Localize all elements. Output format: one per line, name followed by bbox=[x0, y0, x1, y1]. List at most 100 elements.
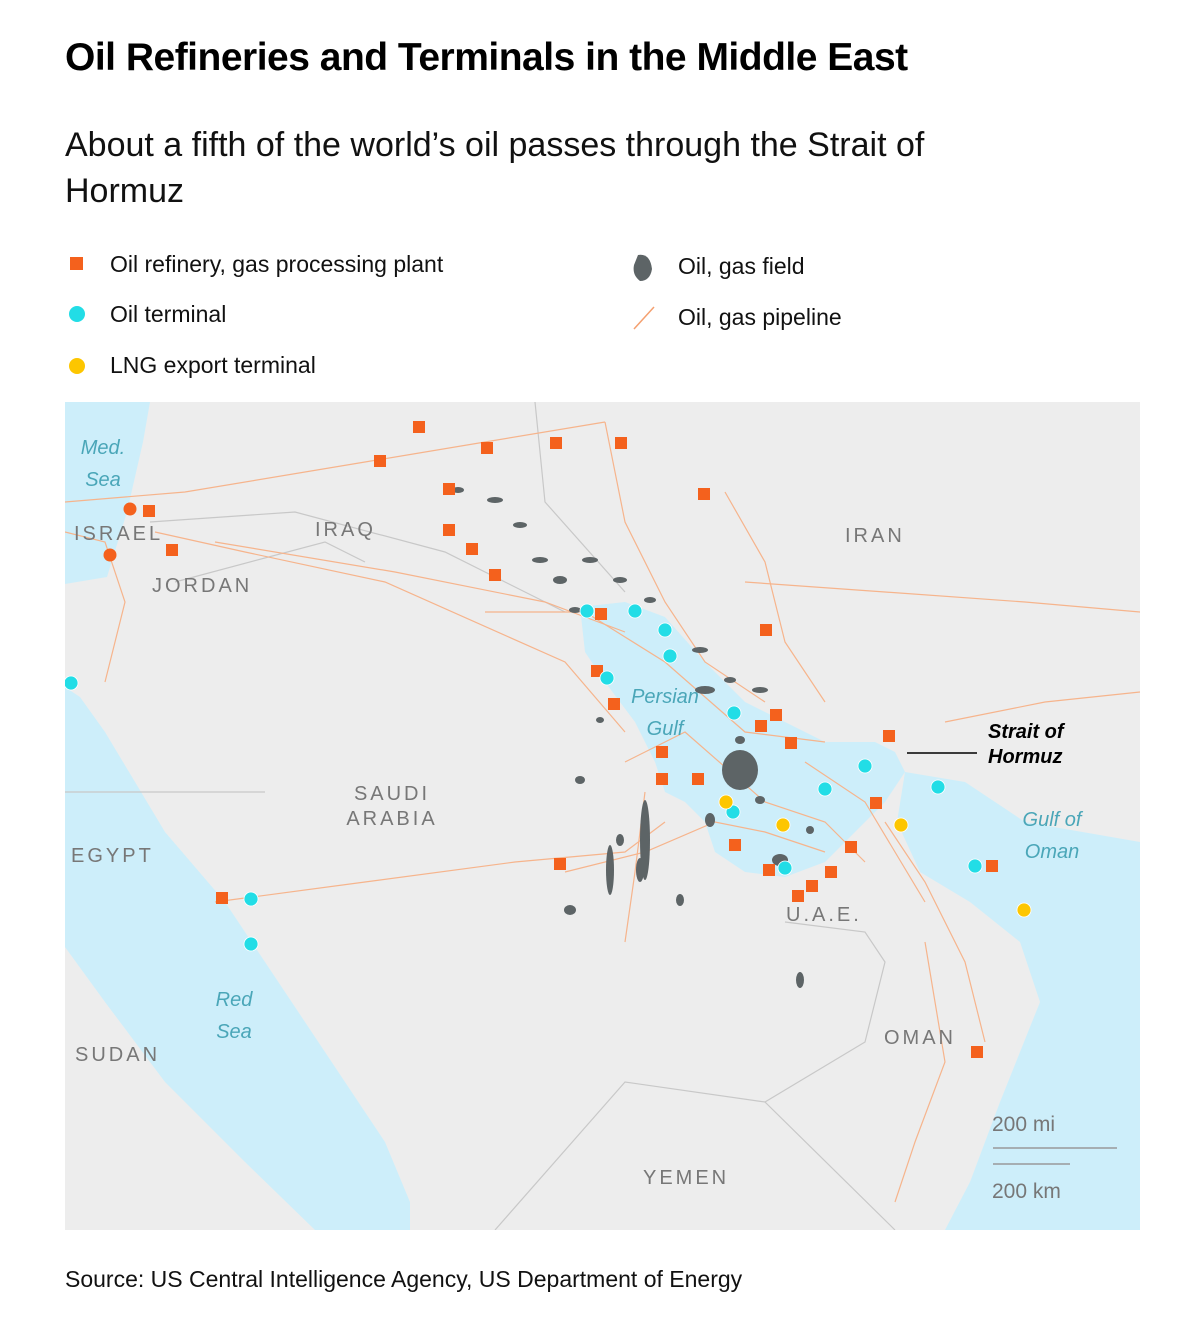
country-label: JORDAN bbox=[152, 575, 253, 597]
red-sea bbox=[65, 687, 410, 1230]
refinery bbox=[792, 890, 804, 902]
refinery bbox=[123, 502, 137, 516]
legend-label: Oil terminal bbox=[110, 301, 227, 327]
oil-field bbox=[695, 686, 715, 694]
refinery bbox=[615, 437, 627, 449]
country-label: IRAN bbox=[845, 525, 905, 547]
pipeline bbox=[804, 761, 926, 903]
lng-terminal bbox=[893, 817, 909, 833]
refinery bbox=[971, 1046, 983, 1058]
refinery bbox=[755, 720, 767, 732]
source: Source: US Central Intelligence Agency, … bbox=[65, 1266, 743, 1292]
refinery bbox=[760, 624, 772, 636]
refinery bbox=[763, 864, 775, 876]
oil-field bbox=[724, 677, 736, 683]
water-label: Med. Sea bbox=[80, 437, 126, 491]
pipeline bbox=[944, 691, 1140, 723]
oil-field bbox=[722, 750, 758, 790]
oil-terminal bbox=[662, 648, 678, 664]
lng-terminal bbox=[1016, 902, 1032, 918]
country-label: IRAQ bbox=[315, 519, 376, 541]
refinery bbox=[698, 488, 710, 500]
pipeline-icon bbox=[633, 306, 655, 330]
oil-field bbox=[596, 717, 604, 723]
oil-field bbox=[676, 894, 684, 906]
oil-terminal bbox=[726, 705, 742, 721]
refinery bbox=[870, 797, 882, 809]
refinery bbox=[443, 524, 455, 536]
country-label: SUDAN bbox=[75, 1044, 161, 1066]
oil-field bbox=[755, 796, 765, 804]
terminal-icon bbox=[69, 306, 85, 322]
refinery bbox=[770, 709, 782, 721]
gulf-of-oman bbox=[897, 772, 1140, 1230]
refinery bbox=[216, 892, 228, 904]
oil-field bbox=[575, 776, 585, 784]
pipeline bbox=[564, 821, 826, 873]
water-label: Red Sea bbox=[215, 989, 253, 1043]
country-label: SAUDI ARABIA bbox=[346, 783, 438, 830]
oil-field bbox=[796, 972, 804, 988]
lng-terminal bbox=[775, 817, 791, 833]
oil-field bbox=[532, 557, 548, 563]
country-label: OMAN bbox=[884, 1027, 956, 1049]
refinery bbox=[986, 860, 998, 872]
country-label: U.A.E. bbox=[786, 904, 862, 926]
legend-label: Oil refinery, gas processing plant bbox=[110, 251, 444, 277]
oil-field bbox=[636, 858, 644, 882]
oil-field bbox=[513, 522, 527, 528]
oil-terminal bbox=[777, 860, 793, 876]
refinery bbox=[825, 866, 837, 878]
pipeline bbox=[744, 581, 1140, 613]
border bbox=[534, 402, 626, 593]
refinery bbox=[608, 698, 620, 710]
oil-terminal bbox=[967, 858, 983, 874]
facilities bbox=[65, 421, 1032, 1058]
refinery bbox=[166, 544, 178, 556]
pipeline bbox=[154, 531, 626, 733]
refinery bbox=[656, 746, 668, 758]
oil-terminal bbox=[817, 781, 833, 797]
refinery bbox=[883, 730, 895, 742]
legend-label: Oil, gas field bbox=[678, 253, 805, 279]
refinery bbox=[845, 841, 857, 853]
pipeline bbox=[604, 421, 766, 703]
border bbox=[494, 1081, 766, 1230]
refinery bbox=[443, 483, 455, 495]
oil-field bbox=[606, 845, 614, 895]
field-icon bbox=[633, 254, 652, 281]
pipeline bbox=[65, 531, 126, 683]
border bbox=[149, 511, 566, 613]
oil-field bbox=[692, 647, 708, 653]
oil-field bbox=[553, 576, 567, 584]
water-label: Gulf of Oman bbox=[1022, 809, 1082, 863]
refinery bbox=[806, 880, 818, 892]
refinery bbox=[466, 543, 478, 555]
pipeline bbox=[724, 491, 826, 703]
oil-terminal bbox=[65, 675, 79, 691]
oil-terminal bbox=[857, 758, 873, 774]
refinery bbox=[481, 442, 493, 454]
fields bbox=[452, 487, 814, 988]
lng-terminal bbox=[718, 794, 734, 810]
scale-label: 200 mi bbox=[992, 1113, 1056, 1136]
pipeline bbox=[65, 421, 606, 503]
borders bbox=[65, 402, 896, 1230]
mediterranean bbox=[65, 402, 150, 584]
oil-field bbox=[806, 826, 814, 834]
oil-terminal bbox=[579, 603, 595, 619]
country-label: ISRAEL bbox=[74, 523, 164, 545]
oil-field bbox=[613, 577, 627, 583]
oil-field bbox=[705, 813, 715, 827]
pipeline bbox=[884, 821, 986, 1043]
oil-field bbox=[564, 905, 576, 915]
oil-field bbox=[569, 607, 581, 613]
pipeline bbox=[624, 731, 866, 863]
pipeline bbox=[485, 611, 826, 743]
refinery bbox=[785, 737, 797, 749]
country-label: EGYPT bbox=[71, 845, 154, 867]
refinery bbox=[143, 505, 155, 517]
refinery bbox=[550, 437, 562, 449]
oil-field bbox=[640, 800, 650, 880]
border bbox=[174, 541, 366, 583]
